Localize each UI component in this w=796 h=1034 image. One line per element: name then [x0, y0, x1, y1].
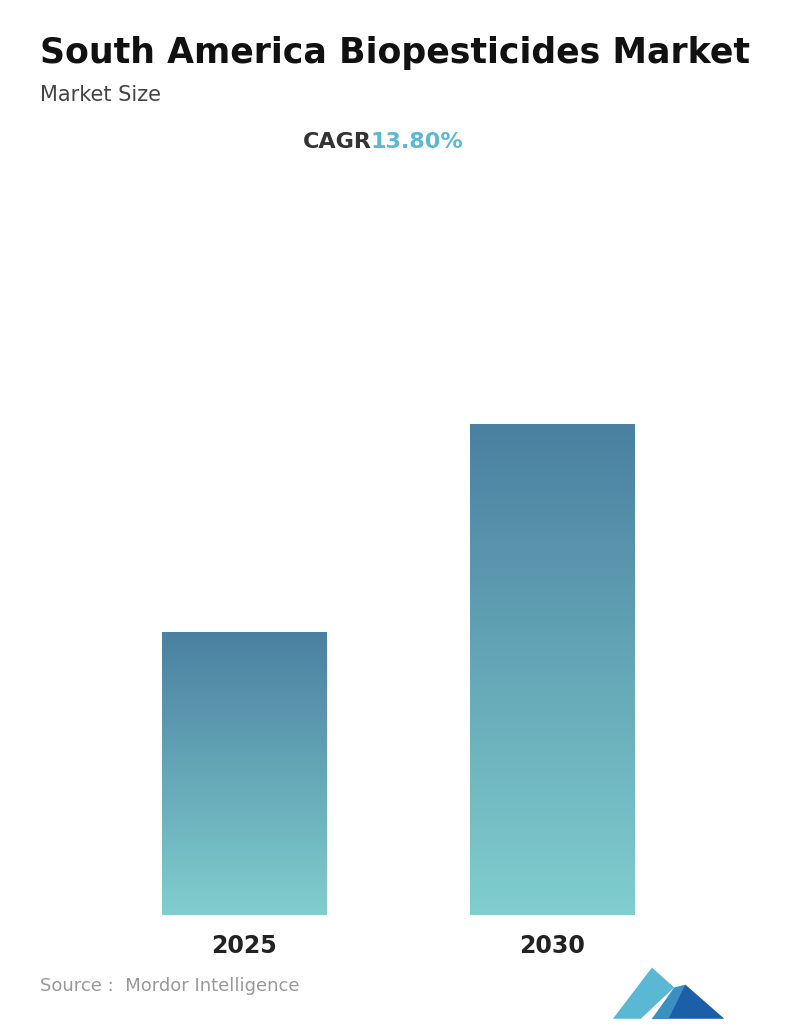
- Text: Market Size: Market Size: [40, 85, 161, 104]
- Text: 2030: 2030: [519, 934, 585, 957]
- Text: 2025: 2025: [211, 934, 277, 957]
- Text: South America Biopesticides Market: South America Biopesticides Market: [40, 36, 750, 70]
- Text: 13.80%: 13.80%: [370, 132, 463, 152]
- Text: Source :  Mordor Intelligence: Source : Mordor Intelligence: [40, 977, 299, 995]
- Text: CAGR: CAGR: [302, 132, 372, 152]
